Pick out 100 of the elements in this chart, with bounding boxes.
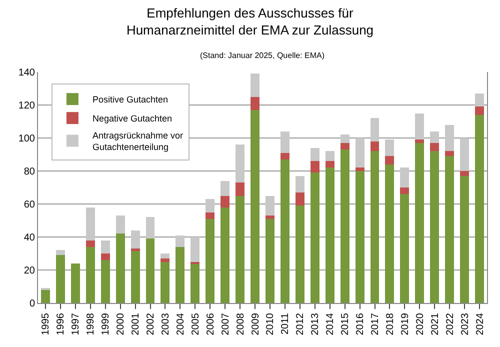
- bar: [295, 176, 304, 192]
- x-tick-label: 1998: [86, 312, 97, 336]
- bar: [146, 238, 155, 303]
- bar: [100, 240, 110, 254]
- bar: [236, 182, 245, 196]
- x-tick-label: 2012: [295, 312, 306, 336]
- bar: [220, 180, 230, 196]
- bar: [116, 234, 125, 303]
- y-tick-label: 60: [24, 200, 36, 210]
- x-tick-label: 2005: [190, 312, 202, 336]
- x-tick-label: 2004: [175, 312, 186, 336]
- bar: [385, 164, 394, 303]
- bar: [280, 159, 290, 303]
- bar: [475, 93, 484, 107]
- bar: [460, 138, 470, 171]
- bar: [370, 141, 380, 152]
- bar: [460, 176, 470, 303]
- y-tick-label: 40: [24, 232, 36, 244]
- x-tick-label: 2018: [384, 312, 396, 336]
- bar: [385, 140, 394, 156]
- bar: [100, 254, 110, 260]
- bar: [190, 263, 200, 303]
- bar: [160, 258, 170, 262]
- bar: [56, 255, 65, 303]
- bar: [475, 114, 484, 303]
- x-tick-label: 2002: [146, 312, 156, 336]
- bar: [130, 230, 140, 249]
- bar: [370, 118, 380, 142]
- bar: [86, 240, 95, 247]
- bar: [265, 216, 274, 219]
- x-tick-label: 2013: [310, 312, 322, 336]
- bar: [430, 151, 440, 303]
- bar: [206, 212, 215, 219]
- bar: [445, 124, 454, 152]
- bar: [475, 106, 484, 115]
- bar: [310, 148, 320, 162]
- x-tick-label: 2009: [250, 312, 262, 336]
- bar: [385, 156, 394, 164]
- bar: [430, 142, 440, 152]
- bar: [355, 138, 364, 168]
- bar: [236, 196, 245, 303]
- x-tick-label: 2014: [325, 312, 336, 336]
- chart-title: Empfehlungen des Ausschusses für Humanarzneimittel der EMA zur Zulassung: [126, 5, 374, 38]
- bar: [56, 250, 65, 256]
- y-tick-label: 100: [18, 134, 36, 144]
- bar: [176, 246, 185, 303]
- y-tick-label: 0: [29, 298, 36, 310]
- chart-subtitle: (Stand: Januar 2025, Quelle: EMA): [200, 51, 325, 60]
- y-tick-label: 80: [24, 166, 36, 178]
- x-tick-label: 2007: [220, 312, 232, 336]
- legend-label: Negative Gutachten: [92, 114, 172, 124]
- bar: [460, 171, 470, 176]
- bar: [70, 263, 80, 303]
- x-tick-label: 2003: [160, 312, 172, 336]
- bar: [86, 246, 95, 303]
- bar: [355, 171, 364, 303]
- bar: [355, 168, 364, 171]
- bar: [325, 168, 334, 303]
- bar: [430, 131, 440, 143]
- bar: [310, 161, 320, 173]
- bar: [415, 113, 424, 140]
- legend-label: Antragsrücknahme vor Gutachtenerteilung: [92, 130, 184, 152]
- bar: [415, 142, 424, 303]
- y-tick-label: 140: [18, 68, 36, 78]
- x-tick-label: 1999: [100, 312, 112, 336]
- x-tick-label: 1995: [40, 312, 52, 336]
- bar: [340, 150, 350, 303]
- bar: [206, 199, 215, 212]
- bar: [130, 250, 140, 303]
- bar: [445, 151, 454, 156]
- bar: [250, 74, 260, 97]
- bar: [325, 151, 334, 162]
- bar: [415, 140, 424, 143]
- bar: [340, 142, 350, 150]
- bar: [250, 96, 260, 110]
- bar: [265, 196, 274, 216]
- bar: [400, 168, 410, 188]
- x-tick-label: 2022: [444, 312, 456, 336]
- bar: [190, 237, 200, 262]
- x-tick-label: 2006: [205, 312, 216, 336]
- bar: [236, 144, 245, 183]
- bar: [310, 172, 320, 303]
- x-tick-label: 2000: [116, 312, 127, 336]
- bar: [86, 207, 95, 240]
- x-tick-label: 2019: [400, 312, 411, 336]
- x-tick-label: 2023: [460, 312, 471, 336]
- y-tick-label: 20: [24, 266, 36, 276]
- bar: [370, 151, 380, 303]
- bar: [445, 156, 454, 303]
- x-tick-label: 2010: [265, 312, 276, 336]
- x-tick-label: 2017: [370, 312, 381, 336]
- bar: [220, 196, 230, 208]
- bar: [400, 194, 410, 303]
- x-tick-label: 2008: [235, 312, 246, 336]
- bar: [400, 188, 410, 194]
- x-tick-label: 2020: [414, 312, 426, 336]
- legend-label: Positive Gutachten: [92, 94, 168, 105]
- x-tick-label: 2001: [130, 312, 142, 336]
- bar: [340, 134, 350, 143]
- bar: [160, 254, 170, 258]
